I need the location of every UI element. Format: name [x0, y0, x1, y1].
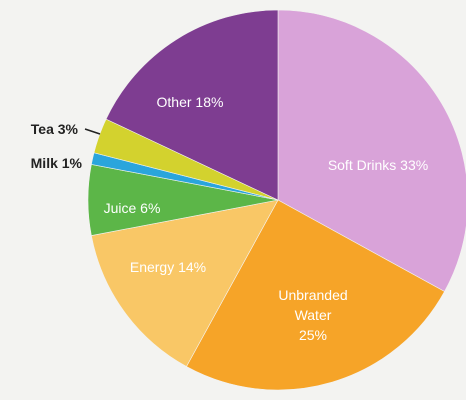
- pie-slice-energy: [91, 199, 279, 367]
- slice-label-milk: Milk 1%: [31, 155, 83, 171]
- slice-label-water: Unbranded Water 25%: [278, 287, 347, 343]
- tea-leader-line: [84, 128, 101, 135]
- slice-label-energy: Energy 14%: [130, 259, 206, 275]
- slice-label-water-line: Unbranded: [278, 287, 347, 303]
- slice-label-water-line: Water: [295, 307, 332, 323]
- pie-slice-soft: [277, 9, 466, 292]
- slice-label-juice: Juice 6%: [104, 200, 161, 216]
- slice-label-water-line: 25%: [299, 327, 327, 343]
- slice-label-soft: Soft Drinks 33%: [328, 157, 428, 173]
- pie-slice-other: [105, 9, 279, 201]
- slice-label-other: Other 18%: [157, 94, 224, 110]
- slice-label-tea: Tea 3%: [31, 121, 79, 137]
- pie-slice-water: [186, 199, 445, 391]
